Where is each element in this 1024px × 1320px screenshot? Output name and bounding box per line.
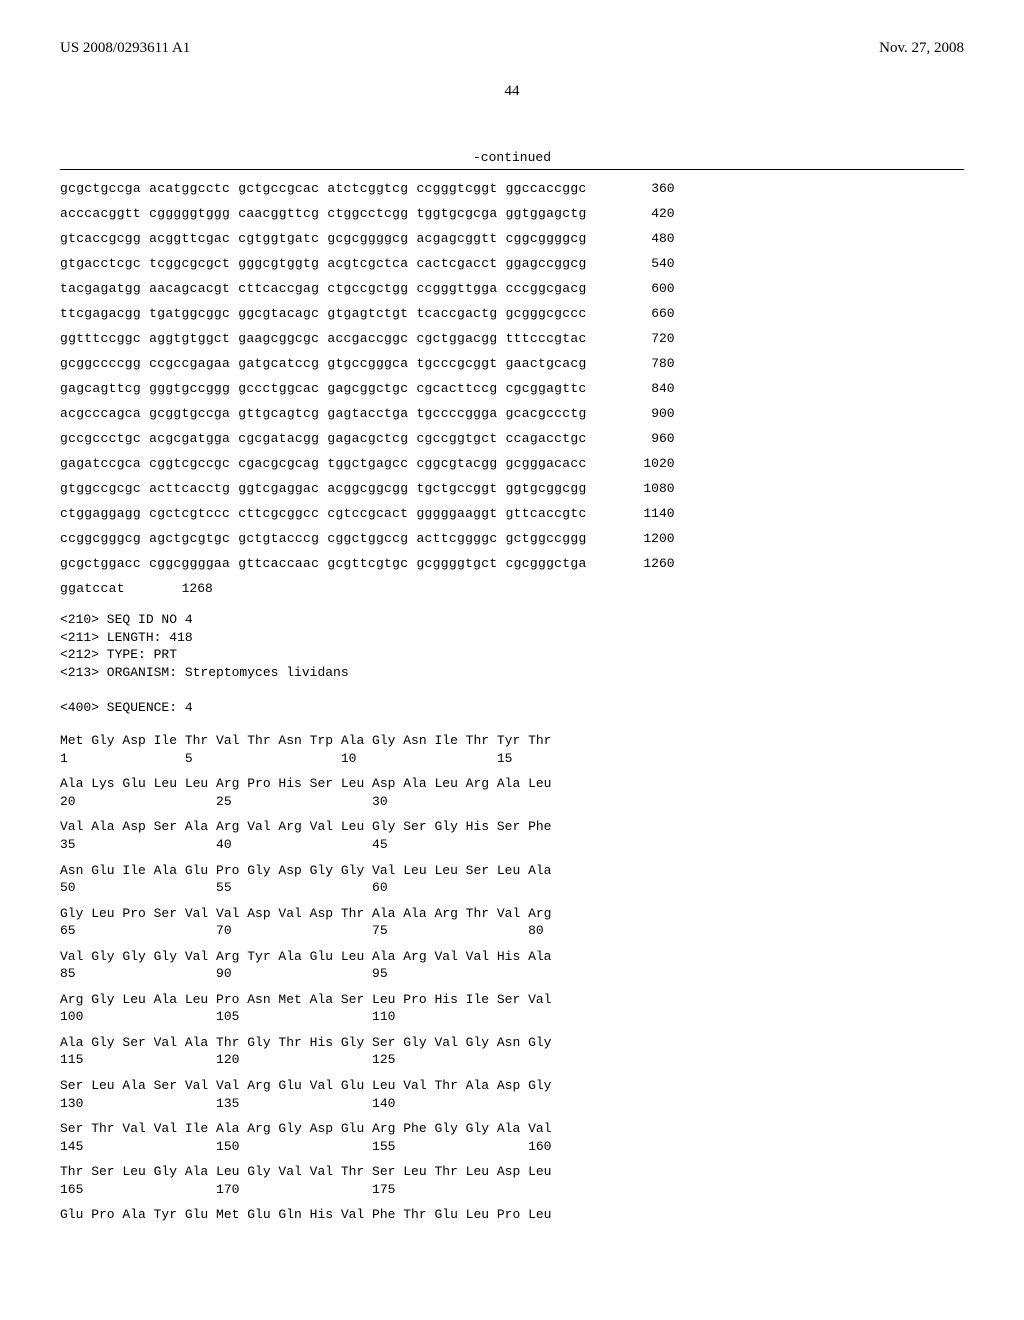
protein-position-numbers: 130 135 140 [60, 1095, 964, 1113]
dna-sequence-row: ggatccat 1268 [60, 582, 964, 595]
protein-sequence-row: Ser Thr Val Val Ile Ala Arg Gly Asp Glu … [60, 1120, 964, 1155]
dna-sequence-row: ggtttccggc aggtgtggct gaagcggcgc accgacc… [60, 332, 964, 345]
dna-sequence-text: gcgctgccga acatggcctc gctgccgcac atctcgg… [60, 182, 587, 195]
dna-sequence-row: acccacggtt cgggggtggg caacggttcg ctggcct… [60, 207, 964, 220]
dna-sequence-text: tacgagatgg aacagcacgt cttcaccgag ctgccgc… [60, 282, 587, 295]
dna-sequence-position: 360 [605, 182, 675, 195]
protein-sequence-block: Met Gly Asp Ile Thr Val Thr Asn Trp Ala … [60, 732, 964, 1224]
dna-sequence-row: ttcgagacgg tgatggcggc ggcgtacagc gtgagtc… [60, 307, 964, 320]
dna-sequence-position: 840 [605, 382, 675, 395]
page-number: 44 [60, 83, 964, 100]
protein-position-numbers: 20 25 30 [60, 793, 964, 811]
protein-sequence-row: Glu Pro Ala Tyr Glu Met Glu Gln His Val … [60, 1206, 964, 1224]
dna-sequence-text: gtggccgcgc acttcacctg ggtcgaggac acggcgg… [60, 482, 587, 495]
protein-position-numbers: 100 105 110 [60, 1008, 964, 1026]
dna-sequence-position: 480 [605, 232, 675, 245]
dna-sequence-row: gccgccctgc acgcgatgga cgcgatacgg gagacgc… [60, 432, 964, 445]
dna-sequence-text: ctggaggagg cgctcgtccc cttcgcggcc cgtccgc… [60, 507, 587, 520]
protein-sequence-row: Val Ala Asp Ser Ala Arg Val Arg Val Leu … [60, 818, 964, 853]
dna-sequence-text: ccggcgggcg agctgcgtgc gctgtacccg cggctgg… [60, 532, 587, 545]
protein-sequence-row: Met Gly Asp Ile Thr Val Thr Asn Trp Ala … [60, 732, 964, 767]
protein-sequence-row: Thr Ser Leu Gly Ala Leu Gly Val Val Thr … [60, 1163, 964, 1198]
dna-sequence-row: gtgacctcgc tcggcgcgct gggcgtggtg acgtcgc… [60, 257, 964, 270]
dna-sequence-text: acgcccagca gcggtgccga gttgcagtcg gagtacc… [60, 407, 587, 420]
dna-sequence-row: gcggccccgg ccgccgagaa gatgcatccg gtgccgg… [60, 357, 964, 370]
dna-sequence-position: 1140 [605, 507, 675, 520]
publication-number: US 2008/0293611 A1 [60, 40, 190, 57]
dna-sequence-position: 660 [605, 307, 675, 320]
dna-sequence-position: 1200 [605, 532, 675, 545]
protein-sequence-row: Arg Gly Leu Ala Leu Pro Asn Met Ala Ser … [60, 991, 964, 1026]
dna-sequence-row: acgcccagca gcggtgccga gttgcagtcg gagtacc… [60, 407, 964, 420]
continued-label: -continued [60, 150, 964, 165]
dna-sequence-position: 1080 [605, 482, 675, 495]
dna-sequence-text: gccgccctgc acgcgatgga cgcgatacgg gagacgc… [60, 432, 587, 445]
protein-amino-acids: Val Gly Gly Gly Val Arg Tyr Ala Glu Leu … [60, 948, 964, 966]
dna-sequence-row: gtcaccgcgg acggttcgac cgtggtgatc gcgcggg… [60, 232, 964, 245]
protein-amino-acids: Ala Lys Glu Leu Leu Arg Pro His Ser Leu … [60, 775, 964, 793]
publication-date: Nov. 27, 2008 [879, 40, 964, 57]
dna-sequence-position: 720 [605, 332, 675, 345]
dna-sequence-position: 1020 [605, 457, 675, 470]
dna-sequence-position: 600 [605, 282, 675, 295]
dna-sequence-text: gcggccccgg ccgccgagaa gatgcatccg gtgccgg… [60, 357, 587, 370]
protein-amino-acids: Ser Thr Val Val Ile Ala Arg Gly Asp Glu … [60, 1120, 964, 1138]
protein-amino-acids: Asn Glu Ile Ala Glu Pro Gly Asp Gly Gly … [60, 862, 964, 880]
protein-amino-acids: Arg Gly Leu Ala Leu Pro Asn Met Ala Ser … [60, 991, 964, 1009]
protein-amino-acids: Glu Pro Ala Tyr Glu Met Glu Gln His Val … [60, 1206, 964, 1224]
dna-sequence-text: gtcaccgcgg acggttcgac cgtggtgatc gcgcggg… [60, 232, 587, 245]
protein-sequence-row: Ser Leu Ala Ser Val Val Arg Glu Val Glu … [60, 1077, 964, 1112]
dna-sequence-text: gtgacctcgc tcggcgcgct gggcgtggtg acgtcgc… [60, 257, 587, 270]
dna-sequence-text: ttcgagacgg tgatggcggc ggcgtacagc gtgagtc… [60, 307, 587, 320]
dna-sequence-row: tacgagatgg aacagcacgt cttcaccgag ctgccgc… [60, 282, 964, 295]
dna-sequence-text: ggtttccggc aggtgtggct gaagcggcgc accgacc… [60, 332, 587, 345]
dna-sequence-text: gagcagttcg gggtgccggg gccctggcac gagcggc… [60, 382, 587, 395]
protein-sequence-row: Asn Glu Ile Ala Glu Pro Gly Asp Gly Gly … [60, 862, 964, 897]
dna-sequence-position: 540 [605, 257, 675, 270]
protein-amino-acids: Thr Ser Leu Gly Ala Leu Gly Val Val Thr … [60, 1163, 964, 1181]
dna-sequence-position: 780 [605, 357, 675, 370]
dna-sequence-text: acccacggtt cgggggtggg caacggttcg ctggcct… [60, 207, 587, 220]
dna-sequence-row: gagatccgca cggtcgccgc cgacgcgcag tggctga… [60, 457, 964, 470]
protein-position-numbers: 85 90 95 [60, 965, 964, 983]
page-header: US 2008/0293611 A1 Nov. 27, 2008 [60, 40, 964, 57]
protein-position-numbers: 145 150 155 160 [60, 1138, 964, 1156]
protein-amino-acids: Gly Leu Pro Ser Val Val Asp Val Asp Thr … [60, 905, 964, 923]
dna-sequence-position: 1268 [143, 582, 213, 595]
protein-position-numbers: 165 170 175 [60, 1181, 964, 1199]
dna-sequence-position: 960 [605, 432, 675, 445]
protein-position-numbers: 115 120 125 [60, 1051, 964, 1069]
sequence-metadata: <210> SEQ ID NO 4 <211> LENGTH: 418 <212… [60, 611, 964, 716]
protein-sequence-row: Ala Lys Glu Leu Leu Arg Pro His Ser Leu … [60, 775, 964, 810]
protein-position-numbers: 35 40 45 [60, 836, 964, 854]
protein-sequence-row: Gly Leu Pro Ser Val Val Asp Val Asp Thr … [60, 905, 964, 940]
horizontal-rule [60, 169, 964, 170]
protein-amino-acids: Ala Gly Ser Val Ala Thr Gly Thr His Gly … [60, 1034, 964, 1052]
protein-amino-acids: Ser Leu Ala Ser Val Val Arg Glu Val Glu … [60, 1077, 964, 1095]
dna-sequence-block: gcgctgccga acatggcctc gctgccgcac atctcgg… [60, 182, 964, 595]
protein-position-numbers: 1 5 10 15 [60, 750, 964, 768]
dna-sequence-text: gcgctggacc cggcggggaa gttcaccaac gcgttcg… [60, 557, 587, 570]
dna-sequence-row: ccggcgggcg agctgcgtgc gctgtacccg cggctgg… [60, 532, 964, 545]
dna-sequence-row: gtggccgcgc acttcacctg ggtcgaggac acggcgg… [60, 482, 964, 495]
protein-position-numbers: 50 55 60 [60, 879, 964, 897]
dna-sequence-row: ctggaggagg cgctcgtccc cttcgcggcc cgtccgc… [60, 507, 964, 520]
protein-position-numbers: 65 70 75 80 [60, 922, 964, 940]
dna-sequence-position: 900 [605, 407, 675, 420]
protein-amino-acids: Val Ala Asp Ser Ala Arg Val Arg Val Leu … [60, 818, 964, 836]
dna-sequence-row: gagcagttcg gggtgccggg gccctggcac gagcggc… [60, 382, 964, 395]
dna-sequence-row: gcgctgccga acatggcctc gctgccgcac atctcgg… [60, 182, 964, 195]
protein-sequence-row: Val Gly Gly Gly Val Arg Tyr Ala Glu Leu … [60, 948, 964, 983]
protein-sequence-row: Ala Gly Ser Val Ala Thr Gly Thr His Gly … [60, 1034, 964, 1069]
dna-sequence-text: ggatccat [60, 582, 125, 595]
dna-sequence-text: gagatccgca cggtcgccgc cgacgcgcag tggctga… [60, 457, 587, 470]
dna-sequence-row: gcgctggacc cggcggggaa gttcaccaac gcgttcg… [60, 557, 964, 570]
dna-sequence-position: 420 [605, 207, 675, 220]
protein-amino-acids: Met Gly Asp Ile Thr Val Thr Asn Trp Ala … [60, 732, 964, 750]
dna-sequence-position: 1260 [605, 557, 675, 570]
